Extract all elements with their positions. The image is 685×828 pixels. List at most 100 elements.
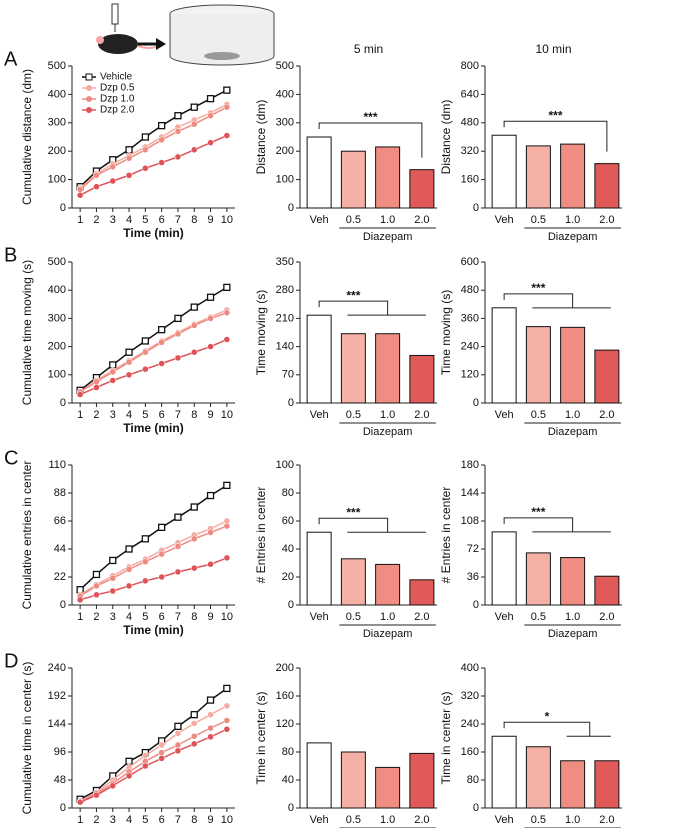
legend-marker [86,107,92,113]
marker [206,95,215,103]
y-tick-label: 80 [282,746,294,758]
marker [174,330,182,338]
x-tick-label: 1.0 [565,611,580,623]
y-tick-label: 60 [282,515,294,527]
bar [594,760,620,809]
y-tick-label: 66 [54,515,66,527]
y-tick-label: 180 [461,459,479,471]
marker [174,513,182,521]
bar [491,134,517,209]
bar [375,563,401,606]
y-tick-label: 480 [461,284,479,296]
bar [375,333,401,404]
y-tick-label: 240 [461,341,479,353]
significance-label: *** [346,505,360,519]
y-tick-label: 0 [60,202,66,214]
x-tick-label: 4 [126,409,132,421]
marker [174,543,182,550]
marker [206,696,215,704]
x-tick-label: 2 [93,214,99,226]
bar [525,326,551,404]
marker [109,575,116,582]
marker [142,365,149,373]
marker [191,720,198,727]
x-tick-label: 10 [221,814,233,826]
bar [306,136,332,209]
panel-label: C [4,447,18,469]
marker [223,554,231,562]
x-tick-label: 7 [175,214,181,226]
legend-label: Vehicle [100,72,133,83]
marker [93,378,100,386]
bar [560,326,586,404]
marker [207,315,214,322]
y-tick-label: 300 [48,117,66,129]
x-axis-label: Time (min) [123,421,183,435]
y-tick-label: 48 [54,774,66,786]
marker [223,132,231,139]
bar [525,145,551,209]
marker [141,337,150,345]
x-tick-label: Veh [495,214,514,226]
bar [409,579,435,606]
x-axis-label: Time (min) [123,826,183,828]
x-tick-label: 10 [221,214,233,226]
legend-label: Dzp 2.0 [100,105,135,116]
significance-bracket [318,300,426,316]
y-tick-label: 0 [473,802,479,814]
marker [223,702,231,710]
x-tick-label: 10 [221,409,233,421]
y-tick-label: 320 [461,145,479,157]
x-tick-label: 3 [110,814,116,826]
series-line [79,719,228,803]
x-axis-label: Diazepam [363,231,413,243]
y-tick-label: 22 [54,571,66,583]
bar [594,349,620,404]
series-line [79,312,228,393]
x-axis-label: Diazepam [363,426,413,438]
significance-bracket [503,293,611,309]
marker [93,183,100,190]
bar [560,760,586,809]
y-tick-label: 200 [48,145,66,157]
marker [125,155,133,162]
marker [174,314,182,323]
x-tick-label: 4 [126,214,132,226]
marker [191,120,198,128]
significance-label: *** [531,505,545,519]
y-tick-label: 800 [461,60,479,72]
marker [223,336,231,343]
marker [174,568,182,576]
y-tick-label: 0 [288,397,294,409]
y-tick-label: 320 [461,690,479,702]
significance-bracket [503,120,608,152]
y-tick-label: 0 [473,397,479,409]
y-tick-label: 500 [48,256,66,268]
marker [125,371,133,379]
marker [141,133,150,141]
significance-label: *** [346,288,360,302]
significance-bracket [318,122,423,158]
bar [560,143,586,209]
marker [125,582,133,590]
y-axis-label: Time in center (s) [254,692,268,785]
y-axis-label: # Entries in center [254,487,268,584]
x-tick-label: 1 [77,814,83,826]
marker [174,153,182,161]
x-tick-label: 1.0 [380,214,395,226]
series-line [79,525,228,597]
x-tick-label: 2.0 [599,409,614,421]
marker [109,163,116,171]
x-tick-label: 8 [191,214,197,226]
marker [158,755,165,762]
y-tick-label: 0 [288,802,294,814]
y-tick-label: 96 [54,746,66,758]
y-tick-label: 192 [48,690,66,702]
y-tick-label: 120 [461,369,479,381]
marker [109,377,116,384]
x-tick-label: 8 [191,611,197,623]
x-tick-label: 8 [191,409,197,421]
y-tick-label: 100 [48,174,66,186]
marker [142,146,149,154]
marker [223,522,231,530]
